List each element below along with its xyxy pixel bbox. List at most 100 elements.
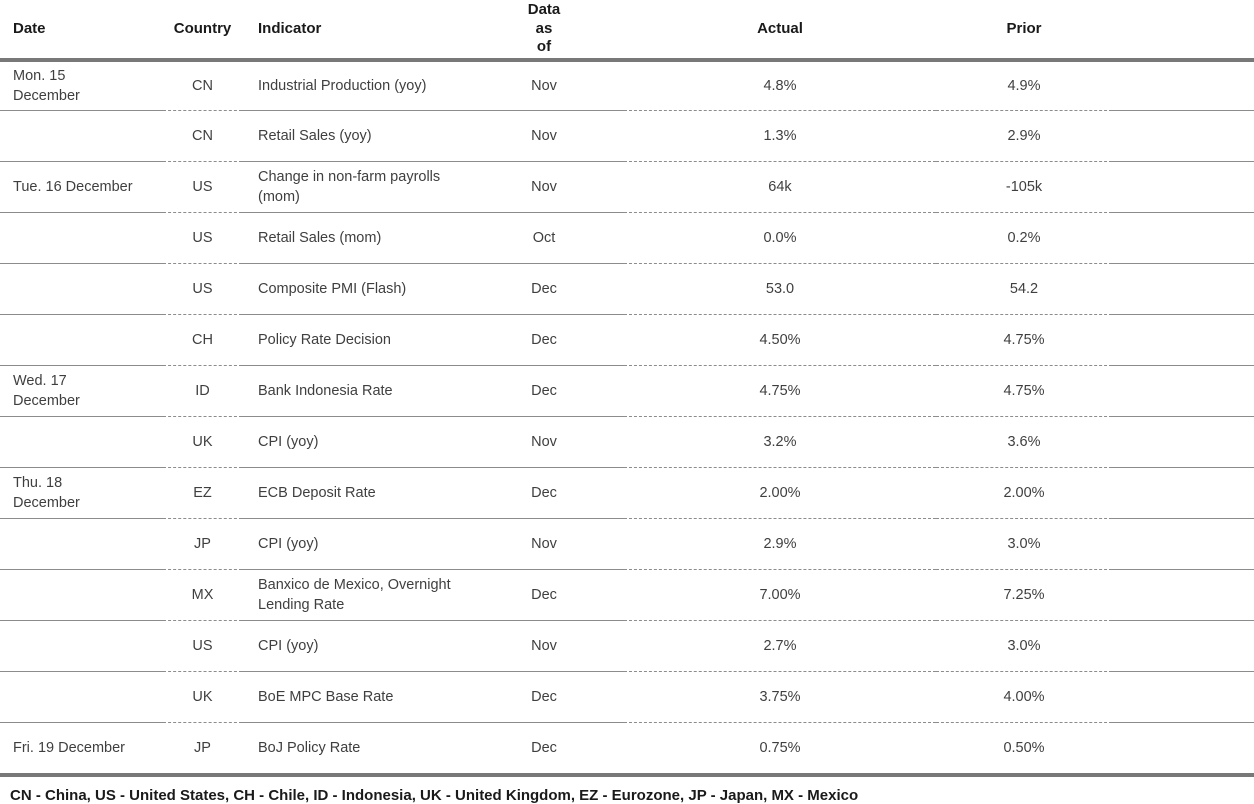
data-as-of-cell: Nov — [464, 161, 624, 213]
data-as-of-cell: Dec — [464, 467, 624, 519]
spacer-cell — [1112, 161, 1254, 213]
data-as-of-cell: Dec — [464, 314, 624, 366]
spacer-cell — [1112, 416, 1254, 468]
date-cell: Wed. 17 December — [0, 365, 163, 417]
indicator-cell: ECB Deposit Rate — [242, 467, 464, 519]
actual-cell: 2.7% — [624, 620, 936, 672]
country-cell: ID — [163, 365, 242, 417]
column-header-actual: Actual — [624, 0, 936, 62]
indicator-cell: Composite PMI (Flash) — [242, 263, 464, 315]
data-as-of-cell: Dec — [531, 739, 557, 756]
table-row: US Composite PMI (Flash) Dec 53.0 54.2 — [0, 263, 1254, 315]
column-header-prior: Prior — [936, 0, 1112, 62]
table-row: Tue. 16 December US Change in non-farm p… — [0, 161, 1254, 213]
spacer-cell — [1112, 365, 1254, 417]
indicator-cell: Change in non-farm payrolls (mom) — [242, 161, 464, 213]
column-header-country: Country — [163, 0, 242, 62]
spacer-cell — [1112, 723, 1254, 776]
data-as-of-cell: Oct — [464, 212, 624, 264]
spacer-cell — [1112, 212, 1254, 264]
country-code-legend: CN - China, US - United States, CH - Chi… — [10, 787, 859, 804]
country-cell: US — [163, 212, 242, 264]
country-cell: US — [163, 263, 242, 315]
indicator-cell: BoE MPC Base Rate — [242, 671, 464, 723]
data-as-of-cell: Nov — [464, 60, 624, 111]
column-header-indicator: Indicator — [242, 0, 464, 62]
actual-cell: 7.00% — [624, 569, 936, 621]
indicator-cell: Industrial Production (yoy) — [242, 60, 464, 111]
table-row: Thu. 18 December EZ ECB Deposit Rate Dec… — [0, 467, 1254, 519]
country-cell: JP — [163, 518, 242, 570]
date-cell: Mon. 15 December — [0, 60, 163, 111]
data-as-of-cell: Dec — [464, 365, 624, 417]
country-cell: UK — [163, 671, 242, 723]
date-cell — [0, 263, 163, 315]
column-header-data-as-of: Data as of — [464, 0, 624, 62]
date-cell — [0, 212, 163, 264]
spacer-cell — [1112, 620, 1254, 672]
actual-cell: 3.75% — [624, 671, 936, 723]
country-cell: EZ — [163, 467, 242, 519]
date-cell: Thu. 18 December — [0, 467, 163, 519]
actual-cell: 3.2% — [624, 416, 936, 468]
table-row: Wed. 17 December ID Bank Indonesia Rate … — [0, 365, 1254, 417]
prior-cell: 2.00% — [936, 467, 1112, 519]
table-row: Mon. 15 December CN Industrial Productio… — [0, 60, 1254, 111]
date-cell — [0, 518, 163, 570]
spacer-cell — [1112, 569, 1254, 621]
spacer-cell — [1112, 671, 1254, 723]
date-cell — [0, 569, 163, 621]
prior-cell: 2.9% — [936, 110, 1112, 162]
prior-cell: 3.0% — [936, 620, 1112, 672]
prior-cell: 0.50% — [1003, 739, 1045, 756]
country-cell: US — [163, 620, 242, 672]
spacer-cell — [1112, 314, 1254, 366]
actual-cell: 4.8% — [624, 60, 936, 111]
data-as-of-cell: Nov — [464, 416, 624, 468]
data-as-of-cell: Nov — [464, 620, 624, 672]
prior-cell: -105k — [936, 161, 1112, 213]
table-body: Mon. 15 December CN Industrial Productio… — [0, 60, 1254, 775]
table-row: JP CPI (yoy) Nov 2.9% 3.0% — [0, 518, 1254, 570]
date-cell: Tue. 16 December — [0, 161, 163, 213]
actual-cell: 2.00% — [624, 467, 936, 519]
date-cell — [0, 314, 163, 366]
actual-cell: 64k — [624, 161, 936, 213]
prior-cell: 4.75% — [936, 314, 1112, 366]
date-cell — [0, 110, 163, 162]
data-as-of-cell: Nov — [464, 518, 624, 570]
table-row: US Retail Sales (mom) Oct 0.0% 0.2% — [0, 212, 1254, 264]
actual-cell: 0.75% — [759, 739, 801, 756]
prior-cell: 3.0% — [936, 518, 1112, 570]
indicator-cell: Banxico de Mexico, Overnight Lending Rat… — [242, 569, 464, 621]
spacer-cell — [1112, 518, 1254, 570]
country-cell: UK — [163, 416, 242, 468]
actual-cell: 4.50% — [624, 314, 936, 366]
spacer-cell — [1112, 467, 1254, 519]
spacer-cell — [1112, 110, 1254, 162]
indicator-cell: Bank Indonesia Rate — [242, 365, 464, 417]
indicator-cell: CPI (yoy) — [242, 416, 464, 468]
prior-cell: 0.2% — [936, 212, 1112, 264]
country-cell: US — [163, 161, 242, 213]
indicator-cell: BoJ Policy Rate — [258, 739, 361, 756]
actual-cell: 0.0% — [624, 212, 936, 264]
prior-cell: 7.25% — [936, 569, 1112, 621]
country-cell: JP — [194, 739, 211, 756]
country-cell: CN — [163, 110, 242, 162]
indicator-cell: Retail Sales (mom) — [242, 212, 464, 264]
date-cell — [0, 671, 163, 723]
country-cell: CH — [163, 314, 242, 366]
table-header: Date Country Indicator Data as of Actual… — [0, 0, 1254, 62]
prior-cell: 4.75% — [936, 365, 1112, 417]
table-row: US CPI (yoy) Nov 2.7% 3.0% — [0, 620, 1254, 672]
country-cell: CN — [163, 60, 242, 111]
table-row: CH Policy Rate Decision Dec 4.50% 4.75% — [0, 314, 1254, 366]
table-row: Fri. 19 December JP BoJ Policy Rate Dec … — [0, 723, 1254, 776]
date-cell: Fri. 19 December — [13, 739, 126, 756]
economic-calendar-table: Date Country Indicator Data as of Actual… — [0, 0, 1254, 777]
data-as-of-cell: Dec — [464, 569, 624, 621]
country-cell: MX — [163, 569, 242, 621]
table-row: MX Banxico de Mexico, Overnight Lending … — [0, 569, 1254, 621]
